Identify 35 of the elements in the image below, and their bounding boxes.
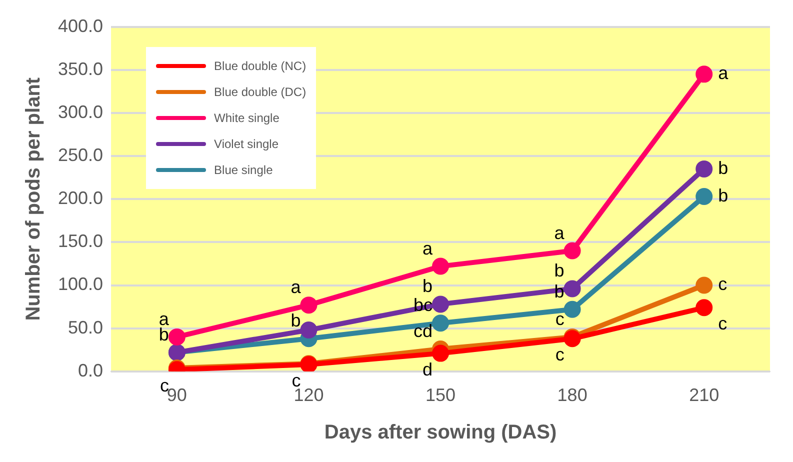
annotation: b: [290, 310, 301, 331]
annotation: b: [718, 158, 728, 178]
annotation: a: [290, 277, 302, 298]
annotation: b: [554, 260, 564, 281]
annotation: c: [718, 314, 728, 334]
y-tick-label: 250.0: [58, 144, 104, 165]
x-tick-label: 180: [557, 385, 588, 406]
annotation: a: [718, 63, 730, 84]
y-tick-label: 150.0: [58, 231, 104, 252]
annotation: c: [555, 308, 564, 329]
legend-label: Blue single: [214, 162, 273, 177]
y-tick-label: 350.0: [58, 58, 104, 79]
annotation: d: [422, 359, 433, 380]
y-axis-title: Number of pods per plant: [22, 77, 45, 321]
y-tick-label: 100.0: [58, 274, 104, 294]
legend-label: Blue double (DC): [214, 84, 306, 99]
annotation: b: [718, 185, 728, 206]
y-tick-label: 300.0: [58, 102, 104, 122]
x-tick-label: 90: [166, 385, 187, 406]
annotation: c: [160, 376, 169, 396]
x-tick-label: 150: [426, 385, 456, 406]
y-tick-label: 50.0: [68, 317, 104, 338]
annotation: c: [718, 274, 728, 294]
y-tick-label: 0.0: [78, 360, 104, 380]
annotation: b: [422, 276, 433, 296]
legend-label: Violet single: [214, 136, 279, 151]
legend-label: Blue double (NC): [214, 58, 306, 73]
y-tick-label: 400.0: [58, 16, 104, 36]
y-tick-label: 200.0: [58, 188, 104, 208]
legend-label: White single: [214, 110, 280, 125]
x-axis-title: Days after sowing (DAS): [324, 422, 557, 444]
x-tick-label: 210: [689, 385, 720, 406]
annotation: a: [422, 238, 434, 258]
annotation: a: [554, 222, 566, 243]
annotation: c: [555, 344, 564, 365]
